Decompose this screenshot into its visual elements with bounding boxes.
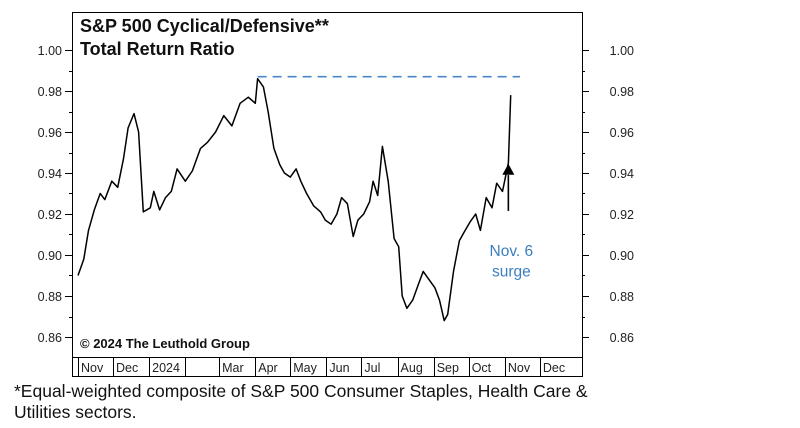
y-tick-label-left: 0.90	[38, 249, 62, 263]
x-month-label: Apr	[258, 361, 277, 375]
annotation-line-2: surge	[492, 264, 531, 281]
surge-annotation: Nov. 6 surge	[490, 163, 534, 281]
x-month-label: Nov	[81, 361, 104, 375]
chart-title: S&P 500 Cyclical/Defensive**	[80, 16, 329, 36]
x-month-label: Jul	[364, 361, 380, 375]
plot-frame	[72, 12, 583, 358]
y-tick-label-right: 0.86	[610, 331, 634, 345]
x-month-label: May	[293, 361, 317, 375]
y-tick-label-left: 0.96	[38, 126, 62, 140]
y-tick-label-right: 0.88	[610, 290, 634, 304]
y-tick-label-left: 1.00	[38, 44, 62, 58]
x-month-label: Jun	[329, 361, 349, 375]
y-tick-label-left: 0.88	[38, 290, 62, 304]
x-month-label: Mar	[222, 361, 244, 375]
y-tick-label-right: 1.00	[610, 44, 634, 58]
y-axis-right: 0.86 0.88 0.90 0.92 0.94 0.96 0.98 1.00	[582, 44, 634, 345]
annotation-arrow-head	[502, 163, 515, 175]
y-tick-label-left: 0.98	[38, 85, 62, 99]
minor-ticks	[69, 71, 585, 318]
footnote: *Equal-weighted composite of S&P 500 Con…	[14, 381, 588, 422]
y-tick-label-right: 0.92	[610, 208, 634, 222]
copyright-label: © 2024 The Leuthold Group	[80, 336, 250, 351]
x-month-label: 2024	[152, 361, 180, 375]
ratio-series-line	[77, 77, 512, 322]
x-month-label: Sep	[437, 361, 459, 375]
annotation-line-1: Nov. 6	[490, 243, 534, 260]
x-month-label: Oct	[472, 361, 492, 375]
chart-subtitle: Total Return Ratio	[80, 39, 235, 59]
y-tick-label-right: 0.90	[610, 249, 634, 263]
y-tick-label-left: 0.94	[38, 167, 62, 181]
x-month-label: Nov	[508, 361, 531, 375]
x-month-label: Dec	[543, 361, 565, 375]
y-tick-label-left: 0.86	[38, 331, 62, 345]
y-tick-label-left: 0.92	[38, 208, 62, 222]
y-axis-left: 0.86 0.88 0.90 0.92 0.94 0.96 0.98 1.00	[38, 44, 72, 345]
y-tick-label-right: 0.94	[610, 167, 634, 181]
x-month-label: Dec	[116, 361, 138, 375]
y-tick-label-right: 0.96	[610, 126, 634, 140]
x-month-label: Aug	[401, 361, 423, 375]
y-tick-label-right: 0.98	[610, 85, 634, 99]
x-axis-months: Nov Dec 2024 Mar Apr May Jun Jul Aug Sep Oct Nov Dec	[78, 357, 565, 376]
